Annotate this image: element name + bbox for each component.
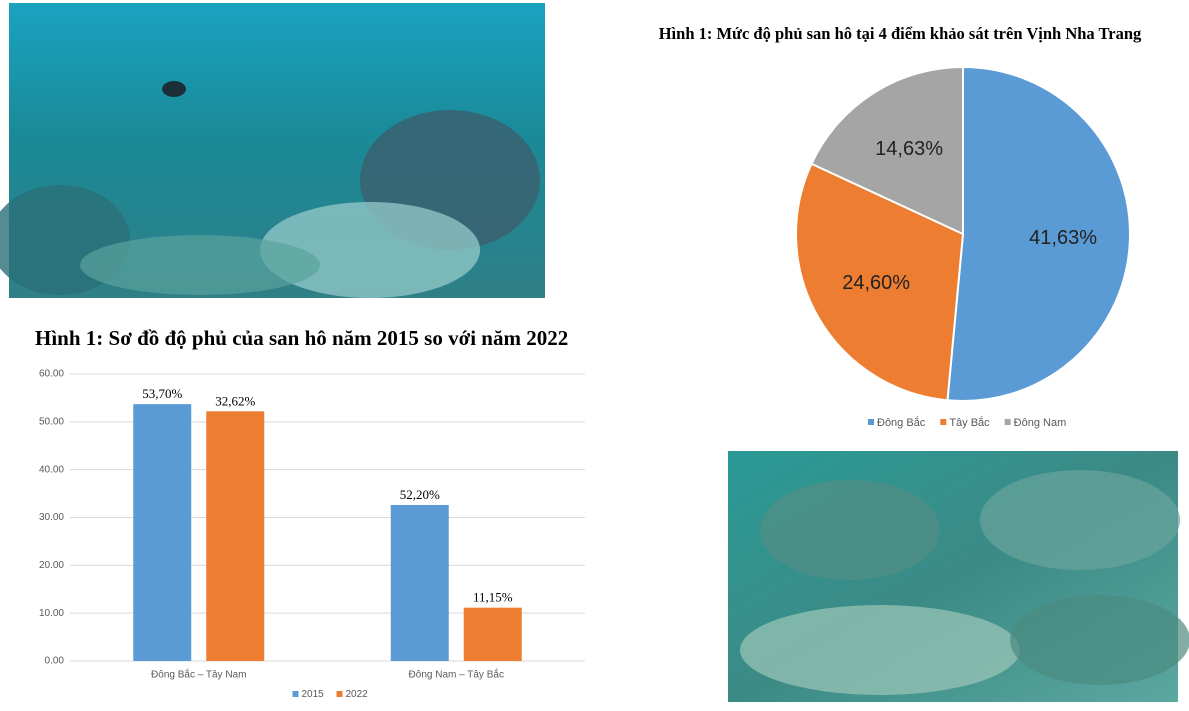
y-tick-label: 20.00	[39, 560, 64, 571]
legend-label: Tây Bắc	[949, 416, 990, 429]
annotation: 32,62%	[215, 393, 255, 408]
y-tick-label: 10.00	[39, 608, 64, 619]
annotation: 53,70%	[142, 386, 182, 401]
photo-reef-2	[728, 451, 1189, 702]
pie-slice	[795, 162, 965, 402]
bar	[390, 504, 449, 661]
legend-label: 2022	[346, 689, 369, 700]
y-tick-label: 0.00	[45, 656, 65, 667]
bar	[463, 607, 522, 661]
legend-marker	[940, 419, 947, 425]
annotation: 52,20%	[400, 487, 440, 502]
pie-chart-title: Hình 1: Mức độ phủ san hô tại 4 điểm khả…	[659, 24, 1142, 43]
y-tick-label: 30.00	[39, 512, 64, 523]
annotation: 11,15%	[473, 590, 513, 605]
data-label: 41,63%	[1029, 227, 1097, 249]
legend-marker	[336, 691, 343, 697]
bar	[133, 404, 192, 661]
pie-slice	[810, 65, 964, 236]
data-label: 14,63%	[875, 138, 943, 160]
y-tick-label: 50.00	[39, 416, 64, 427]
legend-marker	[292, 691, 299, 697]
legend-label: Đông Nam	[1014, 417, 1067, 429]
y-tick-label: 60.00	[39, 369, 64, 380]
bar	[206, 411, 265, 661]
legend-label: 2015	[302, 689, 325, 700]
x-tick-label: Đông Nam – Tây Bắc	[409, 668, 504, 681]
legend-label: Đông Bắc	[877, 416, 926, 429]
pie-slice	[946, 65, 1131, 402]
legend-marker	[1004, 419, 1011, 425]
bar-chart-title: Hình 1: Sơ đồ độ phủ của san hô năm 2015…	[35, 326, 568, 350]
data-label: 24,60%	[842, 272, 910, 294]
x-tick-label: Đông Bắc – Tây Nam	[151, 668, 246, 681]
photo-reef-1	[0, 3, 545, 298]
y-tick-label: 40.00	[39, 464, 64, 475]
legend-marker	[868, 419, 874, 425]
